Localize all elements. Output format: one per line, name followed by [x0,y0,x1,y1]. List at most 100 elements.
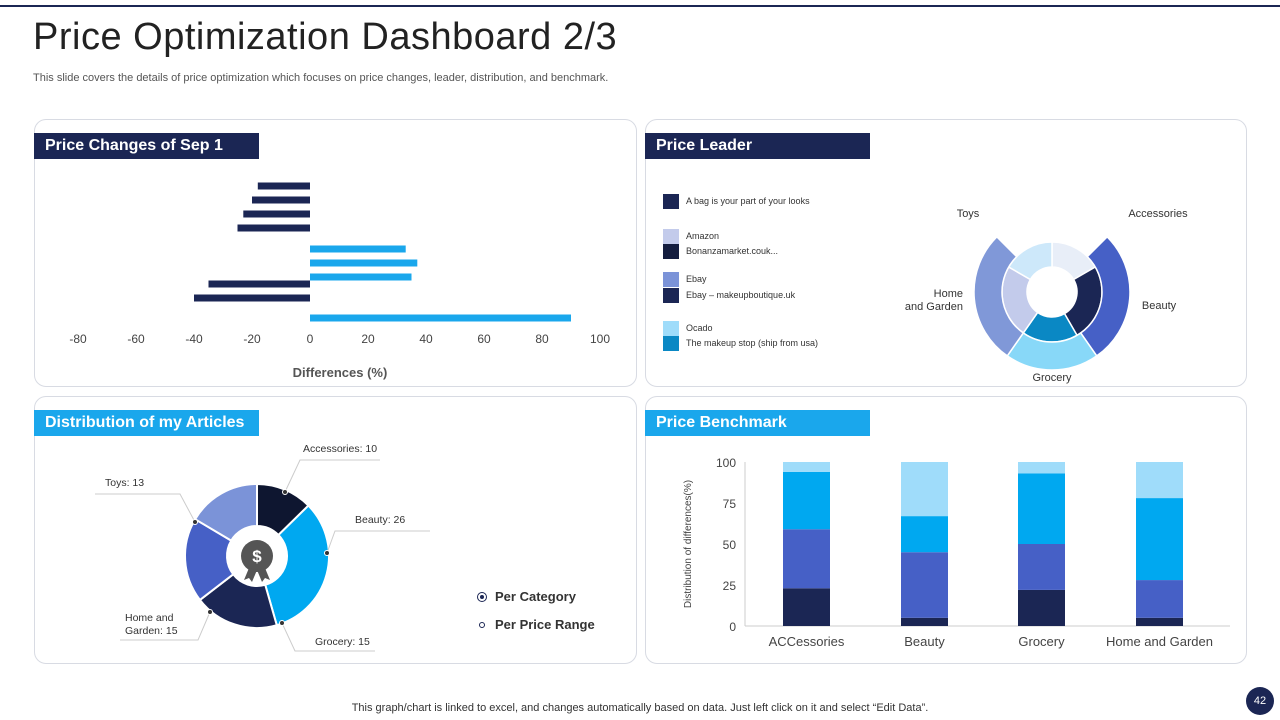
x-axis-title: Differences (%) [293,365,388,380]
stacked-bar-segment [783,462,830,472]
legend-label: Ocado [686,323,713,333]
legend-label: Amazon [686,231,720,241]
legend-swatch [663,336,679,351]
stacked-bar-segment [783,588,830,626]
price-change-bar [194,294,310,302]
leader-line [281,622,375,652]
stacked-bar-segment [901,552,948,618]
leader-line [95,493,196,523]
sunburst-label: Accessories [1128,208,1188,220]
stacked-bar-segment [901,617,948,626]
donut-data-label: Grocery: 15 [315,636,370,648]
stacked-bar-segment [1018,589,1065,626]
page-subtitle: This slide covers the details of price o… [33,72,609,84]
stacked-bar-segment [1136,462,1183,499]
benchmark-header: Price Benchmark [645,410,870,436]
x-tick-label: -40 [185,332,203,346]
donut-slice [264,504,330,627]
legend-swatch [663,194,679,209]
sunburst-inner-toys [1007,241,1053,281]
legend-swatch [663,244,679,259]
donut-data-label: Home and [125,612,174,624]
sunburst-label: Grocery [1032,372,1072,384]
x-tick-label: 0 [307,332,314,346]
per-price-range-radio[interactable]: Per Price Range [479,617,595,632]
dollar-badge-icon: $ [252,547,262,566]
donut-slice [198,572,279,629]
leader-dot [279,620,285,626]
x-tick-label: ACCessories [769,634,845,649]
x-tick-label: -60 [127,332,145,346]
price-change-bar [310,245,406,253]
page-title: Price Optimization Dashboard 2/3 [33,16,618,58]
footer-note: This graph/chart is linked to excel, and… [351,702,929,714]
y-tick-label: 100 [716,456,736,470]
legend-label: Ebay [686,274,707,284]
per-category-radio[interactable]: Per Category [477,589,576,604]
sunburst-outer-home-and-garden [973,235,1025,357]
stacked-bar-segment [783,529,830,589]
price-change-bar [257,182,310,190]
price-change-bar [252,196,310,204]
sunburst-label: Home [934,288,963,300]
x-tick-label: Home and Garden [1106,634,1213,649]
stacked-bar-segment [901,462,948,517]
y-axis-title: Distribution of differences(%) [683,480,694,608]
x-tick-label: 100 [590,332,610,346]
y-tick-label: 50 [723,538,737,552]
price-change-bar [310,259,418,267]
radio-unselected-icon [479,622,485,628]
leader-dot [207,609,213,615]
leader-line [120,611,211,641]
y-tick-label: 25 [723,579,737,593]
price-changes-panel [34,119,637,387]
y-tick-label: 0 [729,620,736,634]
legend-label: Ebay – makeupboutique.uk [686,290,796,300]
stacked-bar-segment [1018,462,1065,474]
price-change-bar [208,280,310,288]
x-tick-label: 80 [535,332,549,346]
legend-swatch [663,288,679,303]
price-leader-header: Price Leader [645,133,870,159]
stacked-bar-segment [1018,473,1065,544]
leader-line [284,459,380,493]
distribution-header: Distribution of my Articles [34,410,259,436]
sunburst-label: Beauty [1142,300,1177,312]
stacked-bar-segment [1136,617,1183,626]
price-leader-panel [645,119,1247,387]
donut-data-label: Toys: 13 [105,477,144,489]
ribbon-icon [244,568,270,582]
legend-swatch [663,321,679,336]
per-category-label: Per Category [495,589,576,604]
x-tick-label: 40 [419,332,433,346]
sunburst-label: and Garden [905,301,963,313]
leader-dot [324,550,330,556]
price-change-bar [237,224,310,232]
stacked-bar-segment [1018,544,1065,590]
x-tick-label: 20 [361,332,375,346]
legend-swatch [663,272,679,287]
sunburst-label: Toys [957,208,980,220]
leader-dot [192,519,198,525]
stacked-bar-segment [901,516,948,553]
price-change-bar [243,210,310,218]
x-tick-label: Grocery [1018,634,1065,649]
stacked-bar-segment [1136,498,1183,581]
legend-swatch [663,229,679,244]
price-change-bar [310,314,571,322]
leader-dot [282,489,288,495]
y-tick-label: 75 [723,497,737,511]
x-tick-label: 60 [477,332,491,346]
donut-data-label: Garden: 15 [125,625,178,637]
x-tick-label: -80 [69,332,87,346]
x-tick-label: Beauty [904,634,945,649]
radio-selected-icon [477,592,487,602]
per-price-range-label: Per Price Range [495,617,595,632]
legend-label: A bag is your part of your looks [686,196,810,206]
top-rule [0,5,1280,7]
donut-slice [193,482,258,543]
dollar-badge-icon [241,540,273,572]
leader-line [326,530,430,554]
x-tick-label: -20 [243,332,261,346]
